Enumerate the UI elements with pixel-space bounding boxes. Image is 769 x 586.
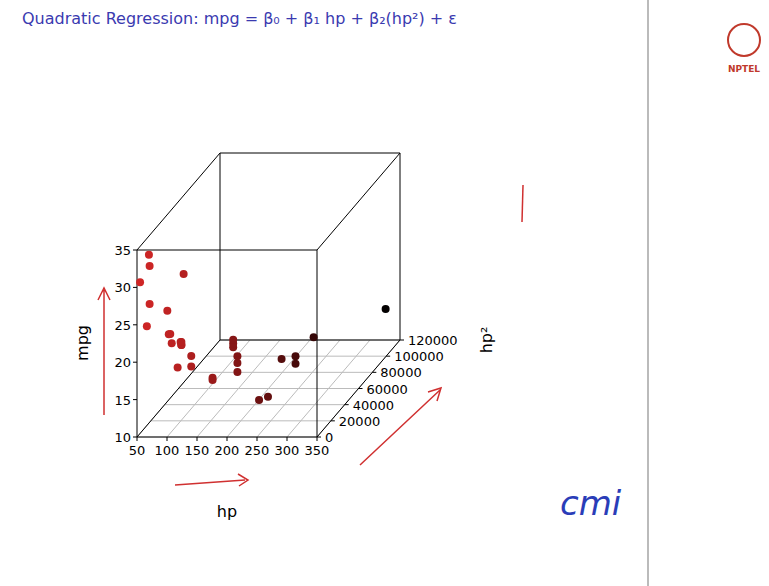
svg-text:40000: 40000	[353, 398, 394, 413]
svg-text:10: 10	[114, 430, 131, 445]
svg-text:200: 200	[215, 443, 240, 458]
svg-text:100000: 100000	[394, 349, 444, 364]
svg-text:hp²: hp²	[477, 327, 496, 354]
svg-text:0: 0	[325, 430, 333, 445]
svg-text:35: 35	[114, 243, 131, 258]
svg-text:150: 150	[185, 443, 210, 458]
svg-text:250: 250	[245, 443, 270, 458]
svg-text:25: 25	[114, 318, 131, 333]
svg-text:Quadratic Regression: mpg = β₀: Quadratic Regression: mpg = β₀ + β₁ hp +…	[22, 9, 457, 28]
svg-text:50: 50	[129, 443, 146, 458]
svg-text:mpg: mpg	[73, 325, 92, 361]
svg-text:20000: 20000	[339, 414, 380, 429]
svg-text:15: 15	[114, 393, 131, 408]
svg-text:120000: 120000	[408, 333, 458, 348]
svg-text:cmi: cmi	[560, 483, 622, 523]
svg-text:80000: 80000	[380, 365, 421, 380]
svg-text:NPTEL: NPTEL	[728, 64, 760, 74]
svg-text:300: 300	[275, 443, 300, 458]
svg-text:350: 350	[305, 443, 330, 458]
svg-text:hp: hp	[217, 502, 237, 521]
svg-text:30: 30	[114, 280, 131, 295]
svg-text:60000: 60000	[367, 382, 408, 397]
svg-text:20: 20	[114, 355, 131, 370]
svg-text:100: 100	[155, 443, 180, 458]
